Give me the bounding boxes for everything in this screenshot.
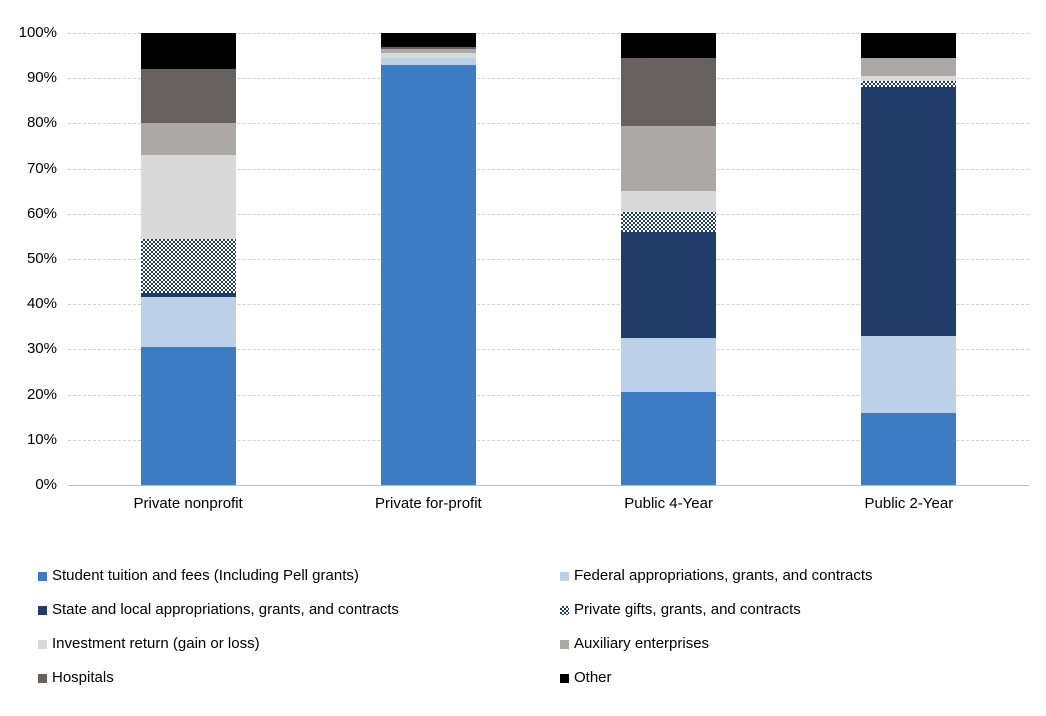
bar-segment xyxy=(140,33,236,70)
bar-segment xyxy=(621,33,717,58)
y-tick-label: 60% xyxy=(26,204,57,222)
bar-segment xyxy=(861,80,957,88)
y-tick-label: 0% xyxy=(35,476,57,493)
bar-segment xyxy=(861,75,957,81)
bar-segment xyxy=(861,33,957,58)
bar-segment xyxy=(861,412,957,485)
y-tick-label: 100% xyxy=(18,24,57,41)
category-label: Private for-profit xyxy=(375,495,482,512)
bar-segment xyxy=(861,57,957,76)
bar-segment xyxy=(621,338,717,393)
legend-item: Private gifts, grants, and contracts xyxy=(560,598,1023,622)
bar-segment xyxy=(621,57,717,126)
h-gridline xyxy=(68,33,1029,34)
legend-swatch-icon xyxy=(38,639,47,649)
legend-label: Auxiliary enterprises xyxy=(574,635,710,652)
bar-segment xyxy=(380,57,476,65)
bar-segment xyxy=(140,347,236,485)
stacked-bar xyxy=(140,33,236,485)
bar-segment xyxy=(140,155,236,239)
h-gridline xyxy=(68,123,1029,125)
bars-container: Private nonprofit Private for-profit Publi… xyxy=(68,33,1029,512)
legend-swatch-icon xyxy=(560,673,569,683)
y-tick-label: 40% xyxy=(26,295,57,313)
legend-item: Other xyxy=(560,666,1023,690)
stacked-bar xyxy=(861,33,957,485)
category-label: Private nonprofit xyxy=(133,495,243,512)
legend-item: Hospitals xyxy=(38,666,560,690)
plot-area: Private nonprofit Private for-profit Publi… xyxy=(68,33,1029,512)
legend-label: Federal appropriations, grants, and cont… xyxy=(574,567,873,584)
legend-label: Investment return (gain or loss) xyxy=(52,635,260,652)
stacked-bar xyxy=(621,33,717,485)
legend-item: Federal appropriations, grants, and cont… xyxy=(560,564,1023,588)
y-tick-label: 50% xyxy=(26,250,57,267)
legend-label: Private gifts, grants, and contracts xyxy=(574,601,801,618)
bar-segment xyxy=(621,211,717,232)
x-axis-line xyxy=(68,485,1029,486)
bar-segment xyxy=(140,297,236,348)
legend-item: Student tuition and fees (Including Pell… xyxy=(38,564,560,588)
legend-swatch-icon xyxy=(560,605,569,615)
bar-segment xyxy=(380,64,476,485)
y-tick-label: 70% xyxy=(26,159,57,177)
h-gridline xyxy=(68,349,1029,351)
h-gridline xyxy=(68,213,1029,215)
h-gridline xyxy=(68,259,1029,260)
legend-swatch-icon xyxy=(560,639,569,649)
category-slot: Public 2-Year xyxy=(789,33,1029,512)
h-gridline xyxy=(68,304,1029,306)
bar-segment xyxy=(621,125,717,192)
bar-segment xyxy=(621,231,717,339)
bar-segment xyxy=(861,87,957,336)
h-gridline xyxy=(68,78,1029,80)
legend-item: Investment return (gain or loss) xyxy=(38,632,560,656)
legend-label: Student tuition and fees (Including Pell… xyxy=(52,567,359,584)
legend-label: State and local appropriations, grants, … xyxy=(52,601,399,618)
y-tick-label: 30% xyxy=(26,340,57,358)
bar-segment xyxy=(140,69,236,124)
bar-segment xyxy=(861,335,957,413)
legend-label: Hospitals xyxy=(52,669,114,686)
legend-item: State and local appropriations, grants, … xyxy=(38,598,560,622)
h-gridline xyxy=(68,168,1029,170)
bar-segment xyxy=(380,48,476,54)
stacked-bar xyxy=(380,33,476,485)
legend-swatch-icon xyxy=(38,605,47,615)
h-gridline xyxy=(68,394,1029,396)
legend: Student tuition and fees (Including Pell… xyxy=(38,564,1023,690)
h-gridline xyxy=(68,439,1029,441)
category-label: Public 4-Year xyxy=(624,495,713,512)
legend-swatch-icon xyxy=(38,571,47,581)
category-label: Public 2-Year xyxy=(864,495,954,512)
legend-item: Auxiliary enterprises xyxy=(560,632,1023,656)
bar-segment xyxy=(380,33,476,47)
bar-segment xyxy=(140,238,236,293)
y-tick-label: 80% xyxy=(26,114,57,132)
bar-segment xyxy=(380,53,476,58)
bar-segment xyxy=(140,292,236,298)
bar-segment xyxy=(621,191,717,212)
legend-swatch-icon xyxy=(560,571,569,581)
bar-segment xyxy=(621,392,717,485)
category-slot: Private for-profit xyxy=(308,33,548,512)
category-slot: Private nonprofit xyxy=(68,33,308,512)
y-tick-label: 90% xyxy=(26,69,57,87)
bar-segment xyxy=(380,46,476,49)
y-tick-label: 20% xyxy=(26,385,57,403)
y-tick-label: 10% xyxy=(26,430,57,448)
legend-swatch-icon xyxy=(38,673,47,683)
legend-label: Other xyxy=(574,669,612,686)
bar-segment xyxy=(140,123,236,156)
category-slot: Public 4-Year xyxy=(549,33,789,512)
